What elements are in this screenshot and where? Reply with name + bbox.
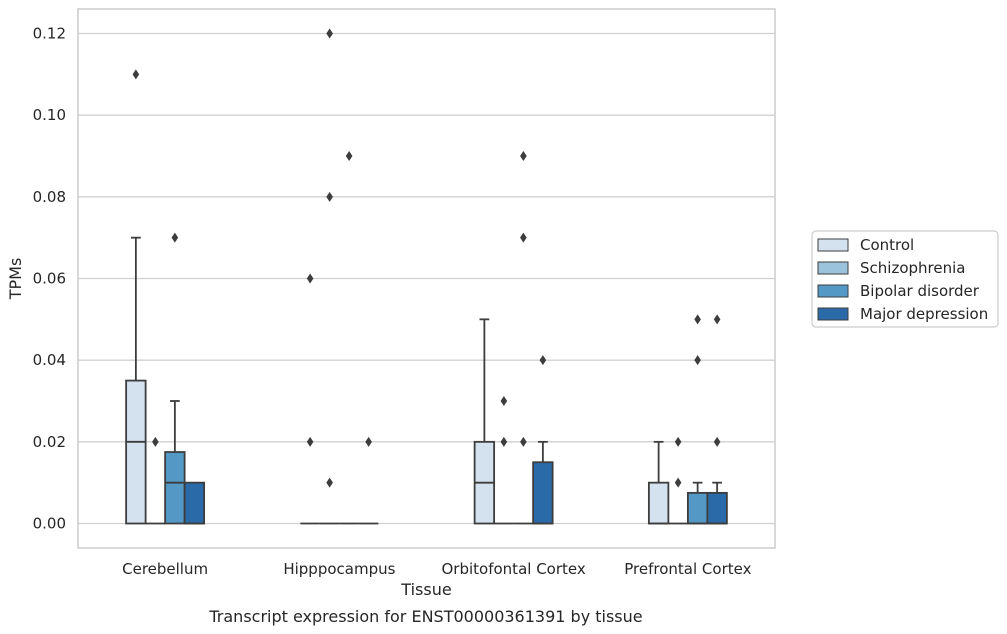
outlier-point bbox=[520, 151, 527, 161]
outlier-point bbox=[713, 314, 721, 325]
y-tick-label: 0.10 bbox=[33, 106, 66, 124]
outlier-point bbox=[694, 314, 701, 325]
chart-caption: Transcript expression for ENST0000036139… bbox=[208, 607, 642, 626]
outlier-point bbox=[520, 232, 527, 243]
legend-swatch bbox=[817, 261, 849, 275]
box-0-0 bbox=[125, 69, 147, 525]
outlier-point bbox=[500, 436, 508, 447]
y-tick-label: 0.04 bbox=[33, 351, 66, 369]
outlier-point bbox=[365, 436, 372, 447]
box-body bbox=[647, 481, 670, 525]
y-tick-label: 0.06 bbox=[33, 270, 66, 288]
box-2-3 bbox=[686, 314, 709, 525]
box-2-2 bbox=[513, 151, 534, 525]
y-tick-label: 0.02 bbox=[33, 433, 66, 451]
outlier-point bbox=[694, 355, 701, 366]
x-tick-label: Orbitofontal Cortex bbox=[442, 560, 586, 578]
x-tick-label: Cerebellum bbox=[122, 560, 208, 578]
outlier-point bbox=[326, 28, 333, 39]
outlier-point bbox=[713, 436, 721, 447]
outlier-point bbox=[674, 477, 682, 488]
gridlines bbox=[78, 32, 775, 525]
box-body bbox=[125, 379, 147, 525]
box-3-3 bbox=[706, 314, 728, 525]
legend: Control Schizophrenia Bipolar disorder Majo… bbox=[811, 230, 999, 328]
y-axis-tick-labels: 0.00 0.02 0.04 0.06 0.08 0.10 0.12 bbox=[33, 25, 66, 533]
plot-area-frame bbox=[77, 8, 776, 549]
outlier-point bbox=[306, 436, 314, 447]
box-1-0 bbox=[145, 436, 166, 525]
box-0-1 bbox=[300, 273, 320, 525]
x-tick-label: Prefrontal Cortex bbox=[624, 560, 751, 578]
outlier-point bbox=[539, 355, 547, 366]
legend-frame bbox=[811, 230, 999, 328]
outlier-point bbox=[520, 436, 527, 447]
box-3-0 bbox=[183, 481, 206, 525]
box-0-3 bbox=[647, 440, 670, 525]
y-tick-label: 0.12 bbox=[33, 25, 66, 43]
box-body bbox=[183, 481, 206, 525]
x-axis-label: Tissue bbox=[400, 580, 451, 599]
legend-swatch bbox=[817, 238, 849, 252]
outlier-point bbox=[152, 436, 159, 447]
box-body bbox=[164, 451, 186, 525]
box-plot-series bbox=[125, 28, 728, 525]
outlier-point bbox=[132, 69, 140, 80]
outlier-point bbox=[500, 396, 508, 406]
box-body bbox=[532, 461, 554, 525]
legend-label: Control bbox=[860, 236, 914, 254]
legend-label: Major depression bbox=[860, 305, 988, 323]
box-1-3 bbox=[668, 436, 688, 525]
legend-swatch bbox=[817, 307, 849, 321]
outlier-point bbox=[171, 232, 179, 243]
y-tick-label: 0.00 bbox=[33, 515, 66, 533]
outlier-point bbox=[326, 191, 333, 202]
outlier-point bbox=[306, 273, 314, 284]
legend-label: Schizophrenia bbox=[860, 259, 965, 277]
y-tick-label: 0.08 bbox=[33, 188, 66, 206]
legend-swatch bbox=[817, 284, 849, 298]
x-tick-label: Hipppocampus bbox=[283, 560, 395, 578]
x-axis-tick-labels: Cerebellum Hipppocampus Orbitofontal Corte… bbox=[122, 560, 751, 578]
box-3-1 bbox=[358, 436, 379, 525]
box-body bbox=[706, 491, 728, 525]
outlier-point bbox=[345, 151, 353, 161]
box-1-1 bbox=[319, 28, 340, 525]
outlier-point bbox=[326, 477, 333, 488]
y-axis-label: TPMs bbox=[6, 258, 25, 301]
outlier-point bbox=[674, 436, 682, 447]
box-1-2 bbox=[494, 396, 514, 525]
box-3-2 bbox=[532, 355, 554, 525]
box-0-2 bbox=[473, 318, 496, 525]
box-2-1 bbox=[339, 151, 359, 525]
box-2-0 bbox=[164, 232, 186, 525]
legend-label: Bipolar disorder bbox=[860, 282, 980, 300]
box-body bbox=[686, 491, 709, 525]
